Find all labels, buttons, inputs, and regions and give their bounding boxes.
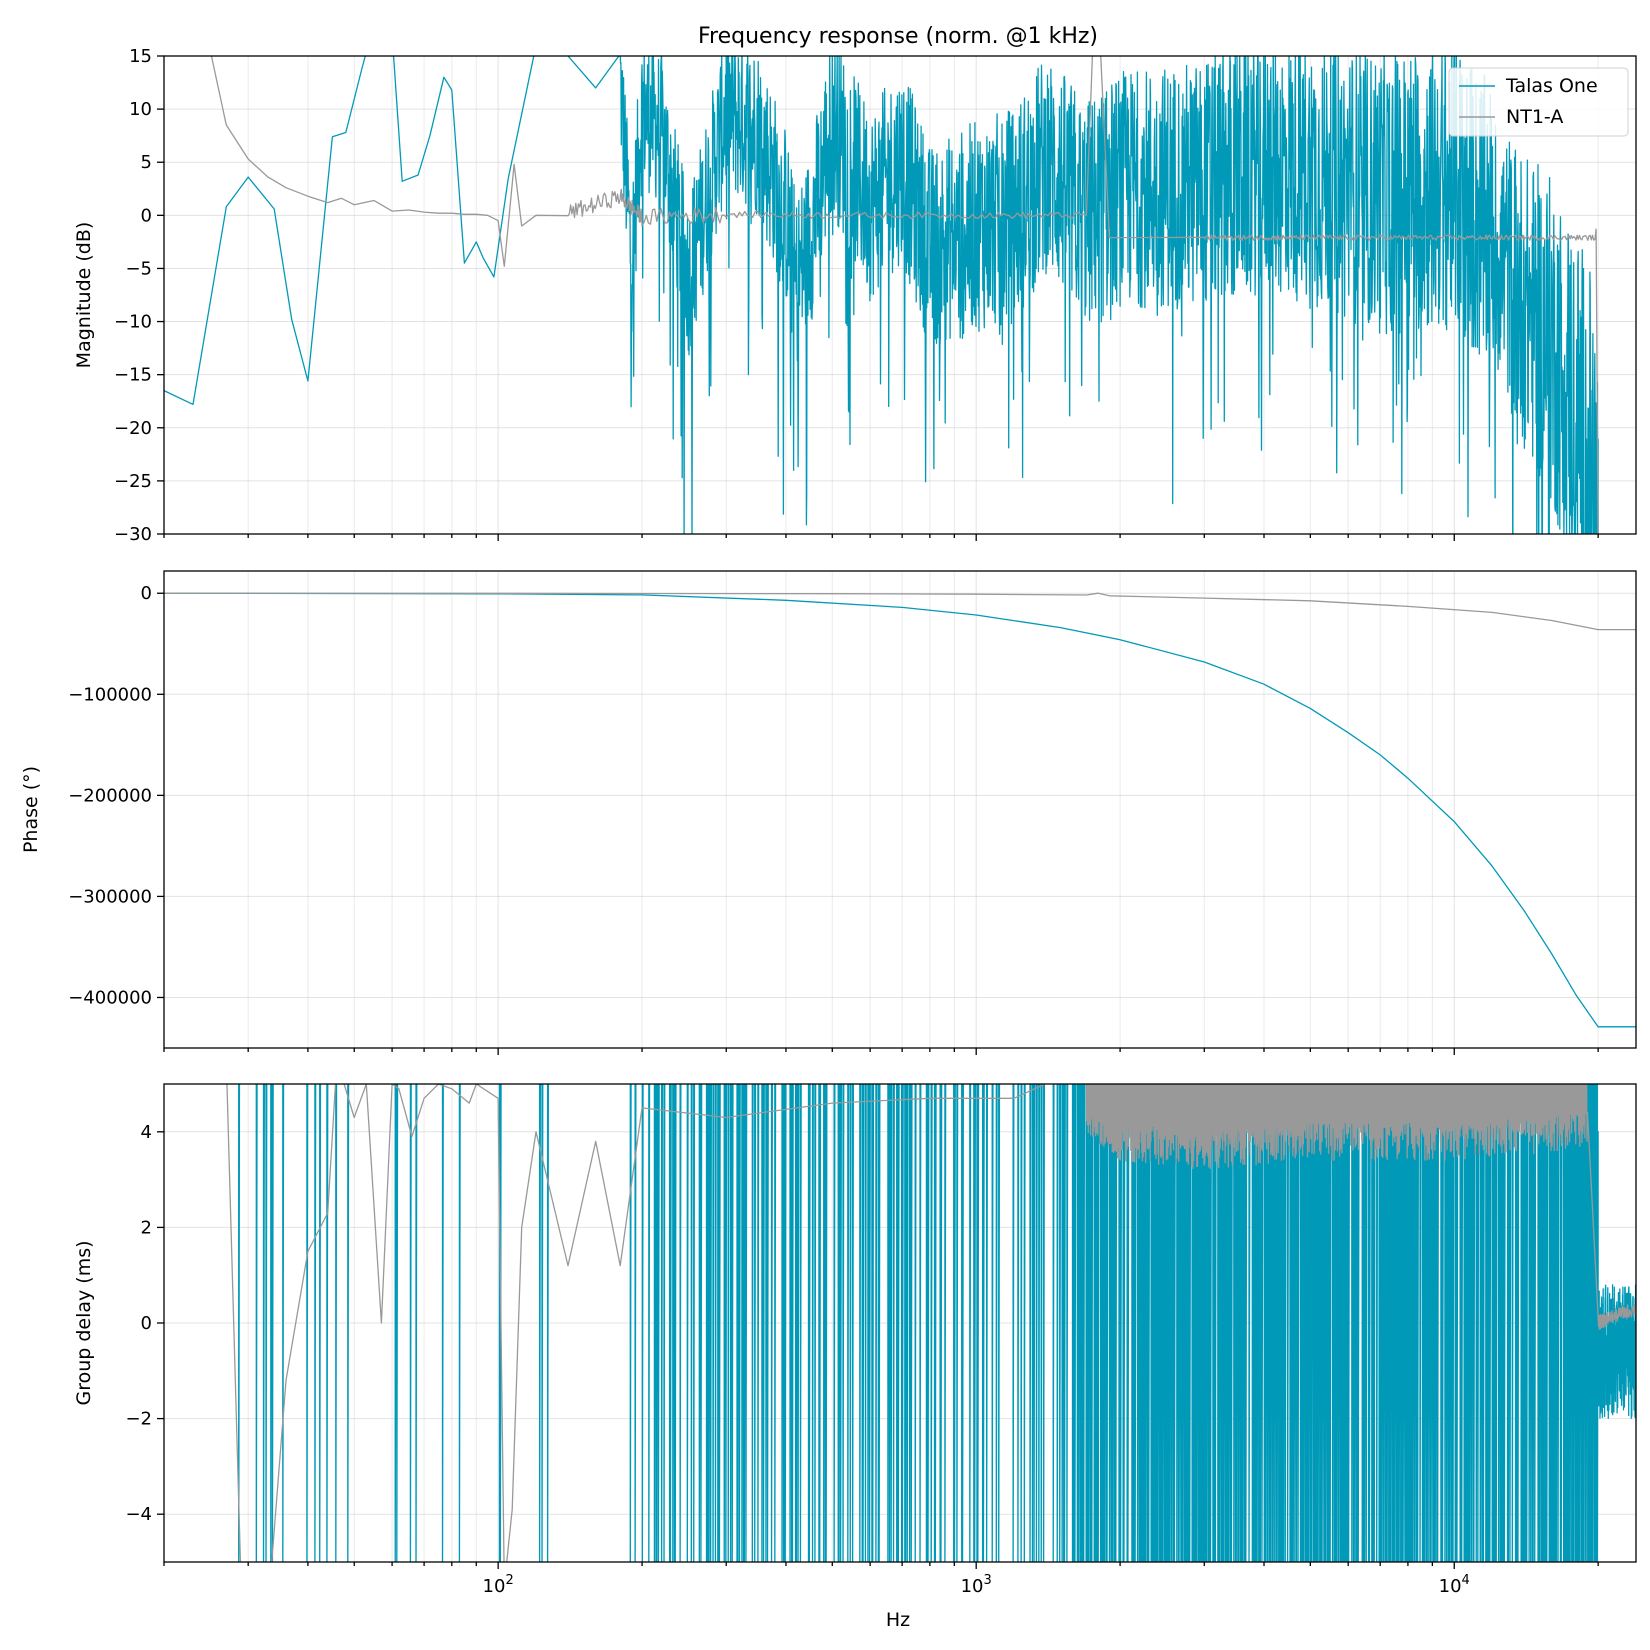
y-tick-label: 10 [129, 99, 152, 120]
y-tick-label: −25 [114, 471, 152, 492]
y-tick-label: 4 [141, 1122, 152, 1143]
y-tick-label: 2 [141, 1217, 152, 1238]
y-tick-label: −5 [125, 258, 152, 279]
axes-frame-phase [163, 570, 1637, 1049]
y-tick-label: 0 [141, 1313, 152, 1334]
y-tick-label: −15 [114, 365, 152, 386]
y-tick-label: 5 [141, 152, 152, 173]
series-line-talas-one-magnitude [164, 56, 1599, 534]
y-axis-label-magnitude: Magnitude (dB) [73, 222, 95, 369]
y-tick-label: −200000 [68, 785, 152, 806]
y-tick-label: −400000 [68, 987, 152, 1008]
axes-frame-group-delay [163, 1083, 1637, 1563]
x-tick-label: 103 [961, 1573, 992, 1597]
y-tick-label: −100000 [68, 684, 152, 705]
y-tick-label: 0 [141, 205, 152, 226]
y-axis-label-group-delay: Group delay (ms) [73, 1240, 95, 1405]
y-axis-label-phase: Phase (°) [20, 766, 42, 853]
y-tick-label: −20 [114, 418, 152, 439]
y-tick-label: −2 [125, 1409, 152, 1430]
legend-label: Talas One [1505, 75, 1598, 97]
series-line-nt1-a-magnitude [210, 56, 1599, 534]
x-tick-label: 104 [1439, 1573, 1470, 1597]
axes-frame-magnitude [163, 55, 1637, 535]
y-tick-label: 0 [141, 583, 152, 604]
y-tick-label: −10 [114, 312, 152, 333]
x-tick-label: 102 [483, 1573, 514, 1597]
y-tick-label: −4 [125, 1504, 152, 1525]
legend-label: NT1-A [1506, 106, 1563, 128]
y-tick-label: −300000 [68, 886, 152, 907]
series-line-nt1-a-phase [164, 592, 1636, 631]
x-axis-label: Hz [886, 1609, 910, 1631]
series-line-nt1-a-group-delay [226, 1084, 1636, 1562]
series-line-talas-one-phase [164, 592, 1636, 1028]
legend-box [1448, 67, 1629, 137]
chart-title: Frequency response (norm. @1 kHz) [698, 24, 1098, 49]
y-tick-label: 15 [129, 46, 152, 67]
y-tick-label: −30 [114, 524, 152, 545]
legend: Talas One NT1-A [1448, 67, 1629, 137]
